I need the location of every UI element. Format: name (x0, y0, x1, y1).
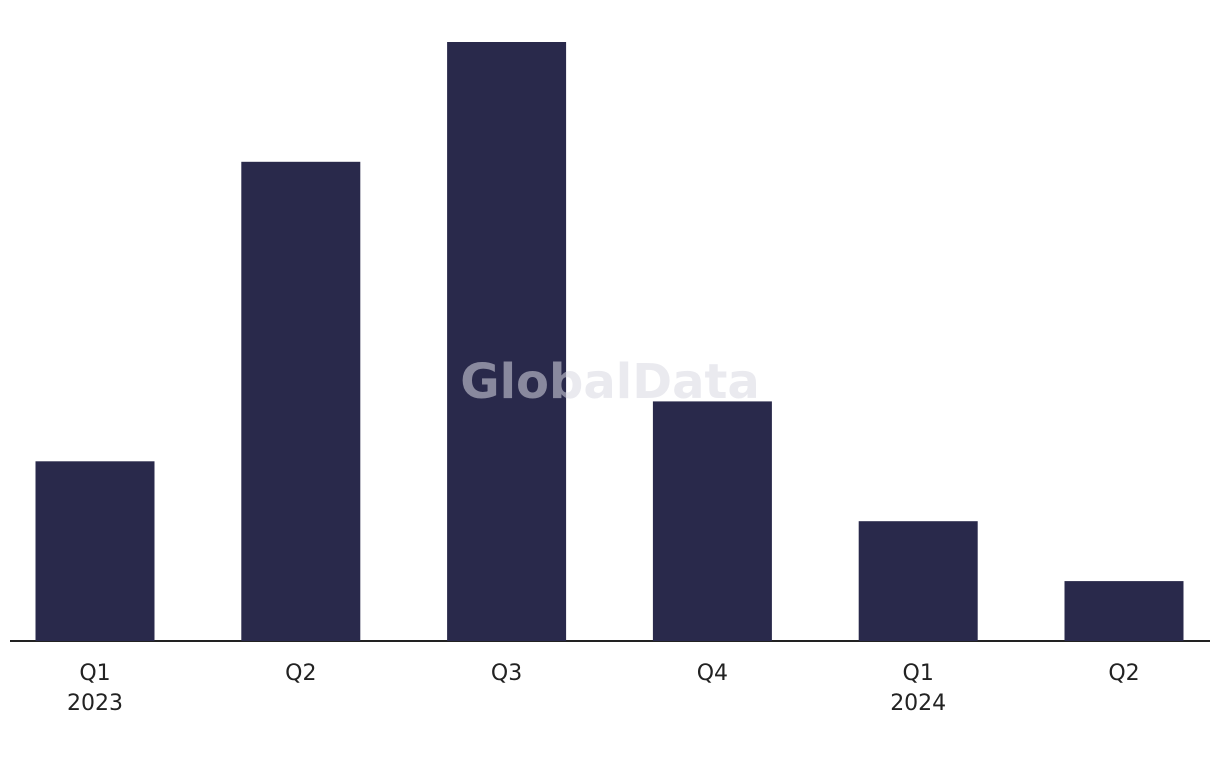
x-year-label: 2023 (67, 691, 123, 716)
x-tick-label: Q2 (1108, 661, 1139, 686)
x-tick-label: Q1 (903, 661, 934, 686)
bar (241, 161, 361, 642)
bar (652, 401, 772, 641)
x-tick-label: Q3 (491, 661, 522, 686)
x-tick-label: Q1 (79, 661, 110, 686)
bar (1064, 581, 1184, 641)
bar (447, 42, 567, 641)
x-year-label: 2024 (890, 691, 946, 716)
x-tick-label: Q4 (697, 661, 728, 686)
bar (858, 521, 978, 641)
bar (35, 461, 155, 641)
x-tick-label: Q2 (285, 661, 316, 686)
watermark: GlobalData (460, 354, 760, 410)
